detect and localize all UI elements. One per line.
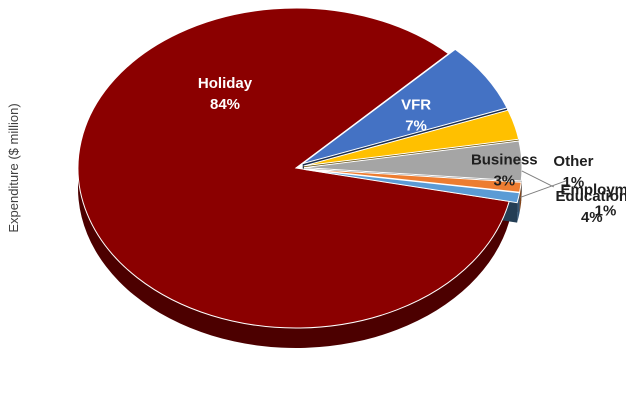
pie-slice-education: [303, 140, 523, 182]
leader-line-employment: [520, 179, 568, 198]
pie-slice-other: [303, 168, 521, 204]
pie-slices: [77, 7, 523, 329]
data-label-business: Business 3%: [471, 152, 538, 190]
data-label-education: Education 4%: [556, 188, 626, 226]
data-label-other: Other 1%: [553, 153, 593, 191]
pie-slice-employment: [303, 168, 522, 193]
y-axis-label: Expenditure ($ million): [6, 103, 21, 232]
pie-side-other: [517, 192, 520, 223]
pie-slice-business: [303, 109, 520, 167]
data-label-holiday: Holiday 84%: [198, 75, 253, 113]
pie-side-employment: [519, 182, 522, 213]
pie-labels: Holiday 84% VFR 7% Business 3% Education 4%Empl…: [198, 75, 626, 226]
pie-slice-holiday: [77, 7, 510, 329]
pie-slice-vfr: [302, 48, 508, 165]
data-label-employment: Employment1%: [560, 181, 626, 219]
data-label-vfr: VFR 7%: [401, 97, 431, 135]
leader-line-education: [521, 170, 555, 188]
